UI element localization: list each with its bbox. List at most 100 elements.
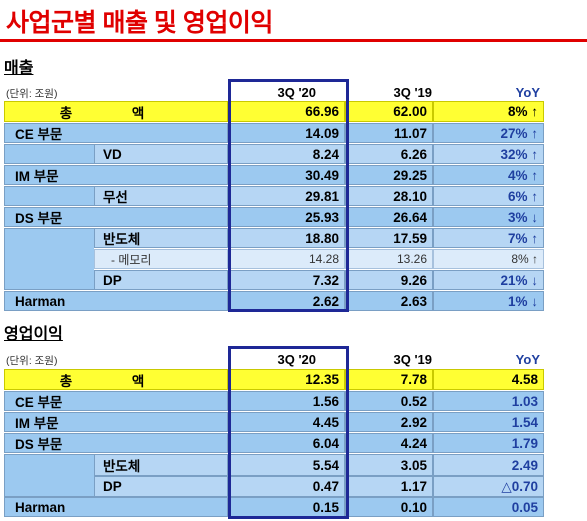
row-label: 무선	[94, 186, 228, 206]
sales-heading: 매출	[4, 60, 34, 77]
value-3q20: 6.04	[228, 433, 345, 453]
value-3q20: 29.81	[228, 186, 345, 206]
page-title: 사업군별 매출 및 영업이익	[6, 9, 273, 37]
sales-row-mobile: 무선 29.81 28.10 6% ↑	[4, 186, 544, 206]
value-yoy: 1.79	[433, 433, 544, 453]
value-3q20: 18.80	[228, 228, 345, 248]
op-heading: 영업이익	[4, 326, 63, 343]
row-label: DS 부문	[4, 433, 228, 453]
row-label: VD	[94, 144, 228, 164]
sales-header-yoy: YoY	[515, 85, 540, 100]
value-yoy: 4.58	[433, 369, 544, 390]
sales-row-vd: VD 8.24 6.26 32% ↑	[4, 144, 544, 164]
value-3q20: 0.47	[228, 476, 345, 497]
sales-row-total: 총 액 66.96 62.00 8% ↑	[4, 101, 544, 122]
op-header-3q20: 3Q '20	[277, 352, 316, 367]
value-3q19: 26.64	[345, 207, 433, 227]
sales-header-3q19: 3Q '19	[393, 85, 432, 100]
op-row-im: IM 부문 4.45 2.92 1.54	[4, 412, 544, 432]
value-yoy: 1.03	[433, 391, 544, 411]
value-yoy: 1% ↓	[433, 291, 544, 311]
sales-row-ds: DS 부문 25.93 26.64 3% ↓	[4, 207, 544, 227]
sales-row-memory: - 메모리 14.28 13.26 8% ↑	[4, 249, 544, 269]
value-3q20: 25.93	[228, 207, 345, 227]
value-3q19: 2.92	[345, 412, 433, 432]
row-label: Harman	[4, 497, 228, 517]
op-row-semiconductor: 반도체 5.54 3.05 2.49	[4, 454, 544, 497]
sales-row-ce: CE 부문 14.09 11.07 27% ↑	[4, 123, 544, 143]
value-3q19: 28.10	[345, 186, 433, 206]
row-label: 총 액	[4, 369, 228, 390]
value-yoy: 1.54	[433, 412, 544, 432]
indent-cell	[4, 144, 94, 164]
row-label: CE 부문	[4, 123, 228, 143]
op-header-yoy: YoY	[515, 352, 540, 367]
value-3q20: 14.09	[228, 123, 345, 143]
op-row-ce: CE 부문 1.56 0.52 1.03	[4, 391, 544, 411]
value-3q19: 2.63	[345, 291, 433, 311]
indent-cell	[4, 186, 94, 206]
indent-cell	[4, 454, 94, 497]
value-yoy: 2.49	[433, 454, 544, 476]
value-3q19: 17.59	[345, 228, 433, 248]
sales-row-harman: Harman 2.62 2.63 1% ↓	[4, 291, 544, 311]
value-3q20: 8.24	[228, 144, 345, 164]
row-label: 총 액	[4, 101, 228, 122]
value-yoy: 3% ↓	[433, 207, 544, 227]
value-3q20: 7.32	[228, 270, 345, 290]
value-3q19: 7.78	[345, 369, 433, 390]
value-3q20: 30.49	[228, 165, 345, 185]
indent-cell	[4, 228, 94, 290]
value-yoy: 4% ↑	[433, 165, 544, 185]
op-row-harman: Harman 0.15 0.10 0.05	[4, 497, 544, 517]
sales-row-dp: DP 7.32 9.26 21% ↓	[4, 270, 544, 290]
value-3q20: 2.62	[228, 291, 345, 311]
row-label: DP	[94, 270, 228, 290]
op-row-dp: DP 0.47 1.17 △0.70	[4, 476, 544, 497]
row-label: IM 부문	[4, 412, 228, 432]
value-3q19: 4.24	[345, 433, 433, 453]
value-yoy: 21% ↓	[433, 270, 544, 290]
value-3q20: 4.45	[228, 412, 345, 432]
sales-row-im: IM 부문 30.49 29.25 4% ↑	[4, 165, 544, 185]
row-label: - 메모리	[94, 249, 228, 269]
value-yoy: 0.05	[433, 497, 544, 517]
value-3q20: 14.28	[228, 249, 345, 269]
op-row-ds: DS 부문 6.04 4.24 1.79	[4, 433, 544, 453]
title-divider	[0, 39, 587, 42]
value-3q19: 9.26	[345, 270, 433, 290]
value-3q19: 11.07	[345, 123, 433, 143]
value-yoy: △0.70	[433, 476, 544, 497]
value-3q19: 0.52	[345, 391, 433, 411]
value-3q20: 0.15	[228, 497, 345, 517]
value-yoy: 32% ↑	[433, 144, 544, 164]
value-3q20: 12.35	[228, 369, 345, 390]
row-label: Harman	[4, 291, 228, 311]
row-label: 반도체	[94, 454, 228, 476]
value-3q19: 3.05	[345, 454, 433, 476]
row-label: DS 부문	[4, 207, 228, 227]
row-label: CE 부문	[4, 391, 228, 411]
value-3q19: 1.17	[345, 476, 433, 497]
value-3q19: 29.25	[345, 165, 433, 185]
value-3q20: 1.56	[228, 391, 345, 411]
value-3q19: 13.26	[345, 249, 433, 269]
value-3q19: 62.00	[345, 101, 433, 122]
value-yoy: 8% ↑	[433, 249, 544, 269]
value-3q19: 0.10	[345, 497, 433, 517]
sales-row-semiconductor: 반도체 18.80 17.59 7% ↑	[4, 228, 544, 290]
value-yoy: 27% ↑	[433, 123, 544, 143]
sales-unit: (단위: 조원)	[6, 88, 58, 100]
row-label: DP	[94, 476, 228, 497]
value-yoy: 7% ↑	[433, 228, 544, 248]
value-yoy: 6% ↑	[433, 186, 544, 206]
value-3q20: 66.96	[228, 101, 345, 122]
op-row-total: 총 액 12.35 7.78 4.58	[4, 369, 544, 390]
sales-header-3q20: 3Q '20	[277, 85, 316, 100]
value-3q19: 6.26	[345, 144, 433, 164]
row-label: IM 부문	[4, 165, 228, 185]
row-label: 반도체	[94, 228, 228, 248]
op-unit: (단위: 조원)	[6, 355, 58, 367]
op-header-3q19: 3Q '19	[393, 352, 432, 367]
value-yoy: 8% ↑	[433, 101, 544, 122]
